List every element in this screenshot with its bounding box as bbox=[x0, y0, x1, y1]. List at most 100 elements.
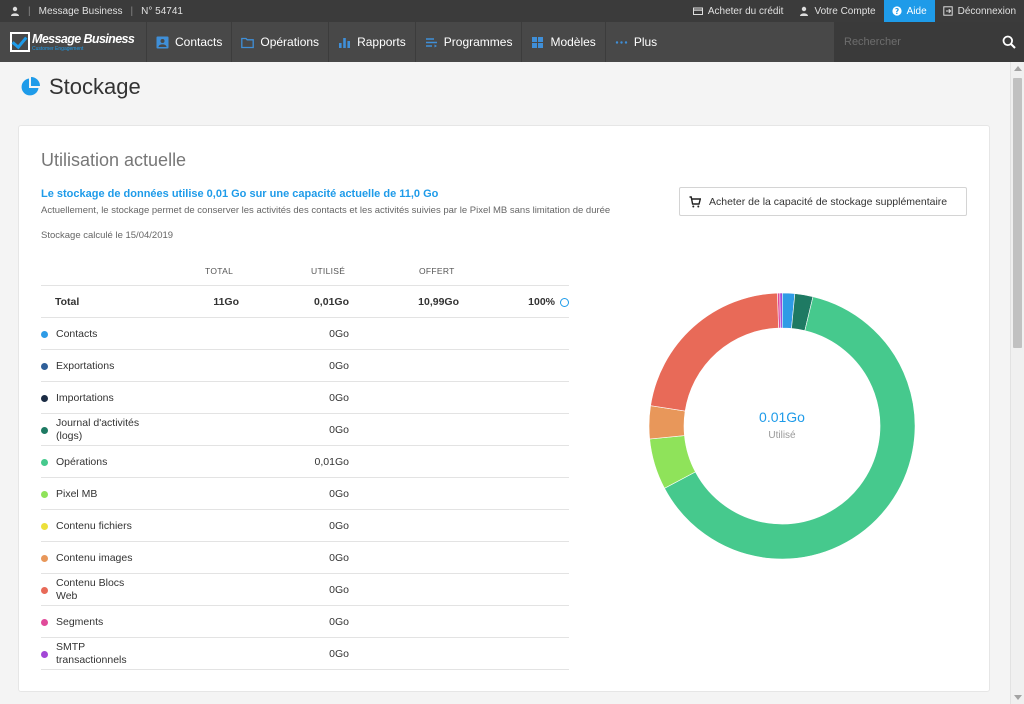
total-used: 0,01Go bbox=[313, 296, 349, 308]
buy-credit-label: Acheter du crédit bbox=[707, 5, 784, 17]
scroll-up-arrow-icon[interactable] bbox=[1014, 66, 1022, 71]
donut-slice[interactable] bbox=[664, 296, 915, 559]
legend-dot-icon bbox=[41, 522, 48, 530]
account-name: Message Business bbox=[38, 5, 123, 17]
nav-operations[interactable]: Opérations bbox=[231, 22, 328, 62]
table-row: Segments 0Go bbox=[41, 606, 569, 638]
nav-templates[interactable]: Modèles bbox=[521, 22, 604, 62]
percent-circle-icon bbox=[560, 297, 569, 307]
usage-card: Utilisation actuelle Le stockage de donn… bbox=[18, 125, 990, 692]
total-label-cell: Total bbox=[41, 286, 141, 318]
row-label-cell: Pixel MB bbox=[41, 478, 141, 510]
row-label: Opérations bbox=[56, 455, 108, 468]
table-row-total: Total 11Go 0,01Go 10,99Go 100% bbox=[41, 286, 569, 318]
table-row: Opérations 0,01Go bbox=[41, 446, 569, 478]
nav-operations-label: Opérations bbox=[260, 35, 320, 49]
row-label: Contacts bbox=[56, 327, 98, 340]
separator: | bbox=[130, 5, 134, 17]
donut-center: 0.01Go Utilisé bbox=[649, 409, 915, 441]
donut-slice[interactable] bbox=[650, 293, 779, 412]
row-used: 0Go bbox=[329, 392, 349, 404]
folder-icon bbox=[241, 37, 255, 48]
table-row: Pixel MB 0Go bbox=[41, 478, 569, 510]
programs-icon bbox=[425, 37, 437, 47]
row-label-cell: Opérations bbox=[41, 446, 141, 478]
row-label: Importations bbox=[56, 391, 114, 404]
nav-contacts[interactable]: Contacts bbox=[146, 22, 231, 62]
row-label-cell: Importations bbox=[41, 382, 141, 414]
storage-table: TOTAL UTILISÉ OFFERT Total 11Go 0,01Go 1… bbox=[41, 260, 569, 670]
my-account-link[interactable]: Votre Compte bbox=[791, 0, 883, 22]
card-title: Utilisation actuelle bbox=[41, 150, 187, 170]
nav-reports-label: Rapports bbox=[357, 35, 406, 49]
calculation-date: Stockage calculé le 15/04/2019 bbox=[41, 230, 174, 241]
logo-text: Message Business Customer Engagement bbox=[32, 32, 135, 52]
user-icon bbox=[800, 6, 809, 16]
search-button[interactable] bbox=[994, 22, 1024, 62]
nav-more[interactable]: Plus bbox=[604, 22, 666, 62]
total-label: Total bbox=[55, 295, 80, 308]
logout-label: Déconnexion bbox=[957, 5, 1016, 17]
table-row: Contacts 0Go bbox=[41, 318, 569, 350]
legend-dot-icon bbox=[41, 330, 48, 338]
cart-icon bbox=[689, 195, 701, 207]
row-label: Contenu fichiers bbox=[56, 519, 132, 532]
svg-text:?: ? bbox=[894, 7, 898, 16]
buy-credit-link[interactable]: Acheter du crédit bbox=[685, 0, 792, 22]
legend-dot-icon bbox=[41, 426, 48, 434]
total-percent: 100% bbox=[528, 296, 555, 308]
separator: | bbox=[28, 5, 31, 17]
nav-programs[interactable]: Programmes bbox=[414, 22, 522, 62]
row-used: 0Go bbox=[329, 552, 349, 564]
row-label-cell: Contenu Blocs Web bbox=[41, 574, 141, 606]
table-row: Exportations 0Go bbox=[41, 350, 569, 382]
legend-dot-icon bbox=[41, 618, 48, 626]
legend-dot-icon bbox=[41, 458, 48, 466]
main-nav: Message Business Customer Engagement Con… bbox=[0, 22, 1024, 62]
row-used: 0Go bbox=[329, 424, 349, 436]
page-scrollbar[interactable] bbox=[1010, 62, 1024, 704]
logo-check-icon bbox=[10, 32, 30, 52]
credit-card-icon bbox=[692, 7, 703, 15]
table-row: Journal d'activités (logs) 0Go bbox=[41, 414, 569, 446]
row-label-cell: Journal d'activités (logs) bbox=[41, 414, 141, 446]
search-box bbox=[834, 22, 1024, 62]
search-icon bbox=[1002, 35, 1016, 49]
row-label: Exportations bbox=[56, 359, 115, 372]
nav-more-label: Plus bbox=[633, 35, 658, 49]
row-label: Contenu Blocs Web bbox=[56, 577, 125, 602]
row-label: Contenu images bbox=[56, 551, 133, 564]
search-input[interactable] bbox=[834, 22, 994, 62]
row-used: 0Go bbox=[329, 360, 349, 372]
bar-chart-icon bbox=[339, 37, 351, 48]
row-label: Segments bbox=[56, 615, 104, 628]
row-used: 0Go bbox=[329, 616, 349, 628]
header-offered: OFFERT bbox=[419, 266, 455, 276]
help-link[interactable]: ? Aide bbox=[883, 0, 935, 22]
table-row: SMTP transactionnels 0Go bbox=[41, 638, 569, 670]
total-capacity: 11Go bbox=[213, 296, 239, 308]
row-label: SMTP transactionnels bbox=[56, 641, 127, 666]
legend-dot-icon bbox=[41, 554, 48, 562]
row-used: 0,01Go bbox=[314, 456, 349, 468]
row-used: 0Go bbox=[329, 648, 349, 660]
legend-dot-icon bbox=[41, 586, 48, 594]
buy-storage-button[interactable]: Acheter de la capacité de stockage suppl… bbox=[679, 187, 967, 216]
logo[interactable]: Message Business Customer Engagement bbox=[10, 30, 138, 54]
nav-contacts-label: Contacts bbox=[175, 35, 223, 49]
nav-reports[interactable]: Rapports bbox=[328, 22, 415, 62]
donut-center-label: Utilisé bbox=[768, 430, 796, 441]
help-label: Aide bbox=[906, 5, 927, 17]
row-label-cell: Contenu fichiers bbox=[41, 510, 141, 542]
account-number: N° 54741 bbox=[141, 5, 183, 17]
logo-name: Message Business bbox=[32, 32, 135, 46]
contacts-icon bbox=[156, 36, 169, 48]
scrollbar-thumb[interactable] bbox=[1013, 78, 1022, 348]
more-icon bbox=[615, 40, 628, 44]
logout-link[interactable]: Déconnexion bbox=[935, 0, 1024, 22]
legend-dot-icon bbox=[41, 362, 48, 370]
total-percent-cell: 100% bbox=[511, 286, 569, 318]
table-header: TOTAL UTILISÉ OFFERT bbox=[41, 260, 569, 286]
header-used: UTILISÉ bbox=[311, 266, 346, 276]
scroll-down-arrow-icon[interactable] bbox=[1014, 695, 1022, 700]
